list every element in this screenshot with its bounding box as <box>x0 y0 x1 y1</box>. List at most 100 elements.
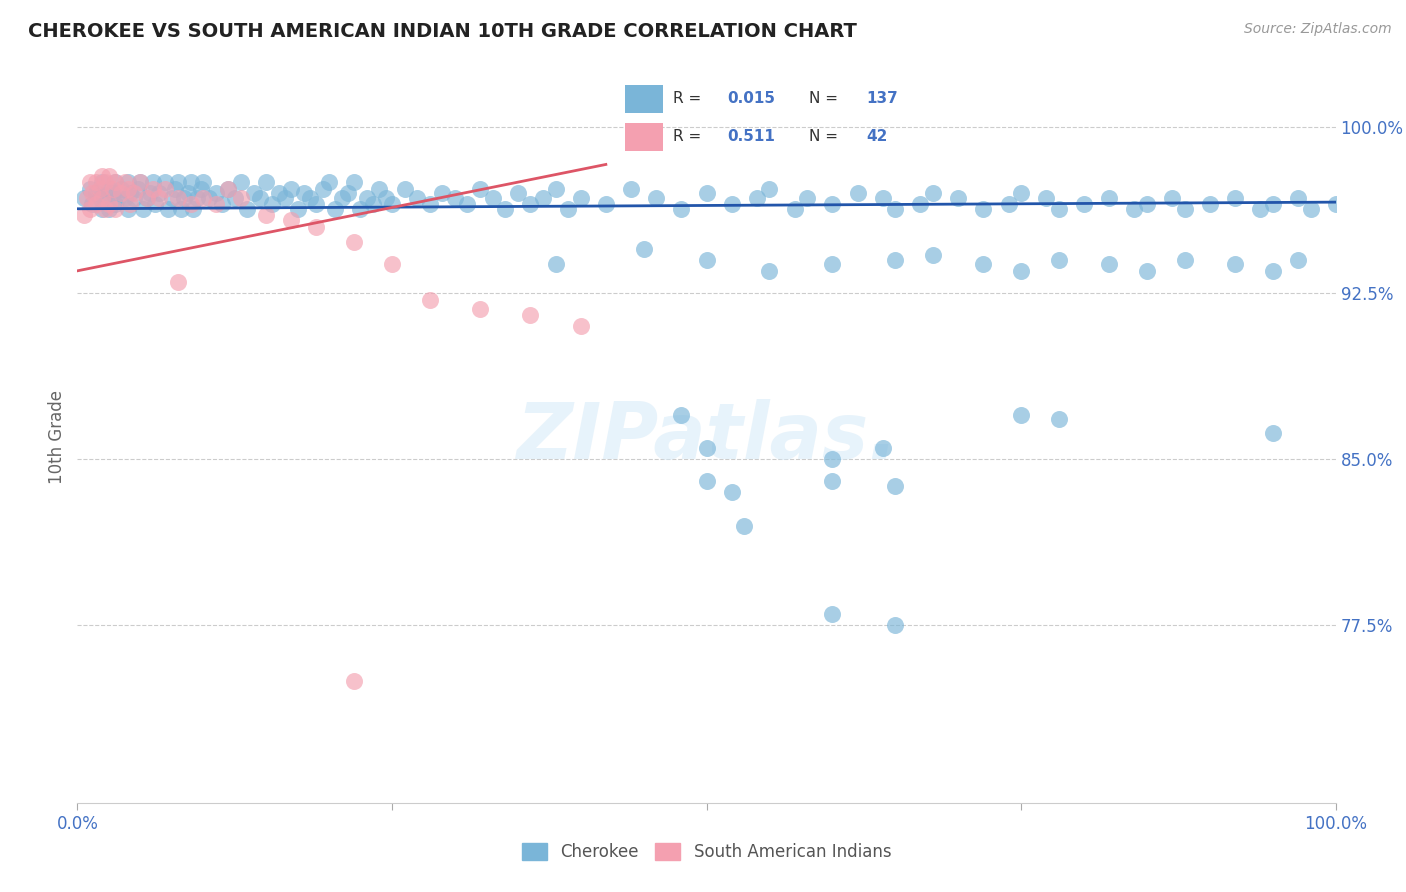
Text: CHEROKEE VS SOUTH AMERICAN INDIAN 10TH GRADE CORRELATION CHART: CHEROKEE VS SOUTH AMERICAN INDIAN 10TH G… <box>28 22 858 41</box>
Point <box>139 186 162 201</box>
Point <box>107 191 129 205</box>
Point <box>569 191 592 205</box>
Point <box>204 186 226 201</box>
Point <box>84 186 107 201</box>
Point <box>299 191 322 205</box>
Y-axis label: 10th Grade: 10th Grade <box>48 390 66 484</box>
Point <box>229 175 252 189</box>
Point <box>381 197 404 211</box>
Point <box>432 186 454 201</box>
Point <box>948 191 970 205</box>
Point <box>79 202 101 216</box>
Point <box>160 191 183 205</box>
Point <box>1286 252 1309 267</box>
Point <box>884 202 907 216</box>
Point <box>217 182 239 196</box>
Point <box>181 202 204 216</box>
Point <box>167 191 190 205</box>
Point <box>1123 202 1146 216</box>
Point <box>323 202 346 216</box>
Point <box>1223 257 1246 271</box>
Point <box>305 219 328 234</box>
Point <box>148 186 170 201</box>
Point <box>122 186 145 201</box>
Point <box>1223 191 1246 205</box>
Point <box>94 175 117 189</box>
Point <box>101 186 124 201</box>
Point <box>165 182 187 196</box>
Point <box>84 197 107 211</box>
Point <box>494 202 516 216</box>
Point <box>242 186 264 201</box>
Point <box>191 175 215 189</box>
Point <box>267 186 290 201</box>
Point <box>249 191 271 205</box>
Point <box>79 182 101 196</box>
Point <box>104 202 127 216</box>
Point <box>696 252 718 267</box>
Point <box>204 197 226 211</box>
Text: ZIPatlas.: ZIPatlas. <box>516 399 897 475</box>
Point <box>1161 191 1184 205</box>
Point <box>135 191 157 205</box>
Point <box>758 264 780 278</box>
Point <box>122 191 145 205</box>
Point <box>224 191 246 205</box>
Point <box>1136 197 1159 211</box>
Point <box>544 182 567 196</box>
Point <box>211 197 233 211</box>
Point <box>1198 197 1220 211</box>
Point <box>671 202 693 216</box>
Point <box>506 186 529 201</box>
Point <box>394 182 416 196</box>
Point <box>330 191 353 205</box>
Point <box>531 191 554 205</box>
Point <box>117 202 139 216</box>
Point <box>361 197 384 211</box>
Point <box>481 191 503 205</box>
Point <box>349 202 371 216</box>
Point <box>254 175 277 189</box>
Point <box>101 182 124 196</box>
Point <box>167 175 190 189</box>
Point <box>143 197 166 211</box>
Point <box>292 186 315 201</box>
Point <box>91 175 114 189</box>
Point <box>97 197 120 211</box>
Text: Source: ZipAtlas.com: Source: ZipAtlas.com <box>1244 22 1392 37</box>
Point <box>120 197 142 211</box>
Point <box>76 191 98 205</box>
Point <box>374 191 396 205</box>
Point <box>406 191 429 205</box>
Point <box>190 182 212 196</box>
Point <box>236 202 259 216</box>
Point <box>1261 197 1284 211</box>
Point <box>104 197 127 211</box>
Point <box>645 191 668 205</box>
Point <box>1047 252 1070 267</box>
Point <box>356 191 378 205</box>
Point <box>468 301 491 316</box>
Point <box>419 293 441 307</box>
Point <box>312 182 335 196</box>
Point <box>120 186 142 201</box>
Point <box>758 182 780 196</box>
Point <box>84 175 107 189</box>
Point <box>148 191 170 205</box>
Point <box>343 235 366 249</box>
Point <box>89 191 111 205</box>
Point <box>884 618 907 632</box>
Point <box>910 197 932 211</box>
Point <box>104 175 127 189</box>
Point <box>177 186 200 201</box>
Point <box>884 252 907 267</box>
Point <box>696 186 718 201</box>
Point <box>745 191 768 205</box>
Point <box>620 182 643 196</box>
Point <box>519 197 541 211</box>
Point <box>872 441 894 455</box>
Point <box>97 169 120 183</box>
Point <box>110 182 132 196</box>
Point <box>444 191 467 205</box>
Point <box>1261 264 1284 278</box>
